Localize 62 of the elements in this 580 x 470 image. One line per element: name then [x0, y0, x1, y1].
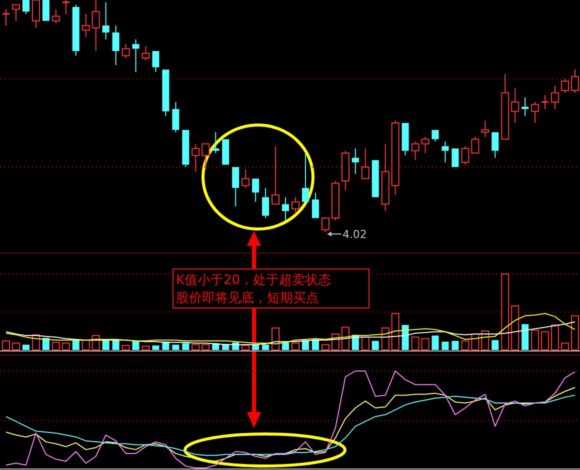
- bar: [421, 338, 430, 350]
- bar: [501, 274, 510, 350]
- bar: [12, 342, 20, 350]
- bar: [172, 344, 180, 350]
- candlestick: [92, 0, 100, 52]
- bar: [511, 305, 520, 350]
- bar: [571, 315, 579, 350]
- bar: [541, 331, 550, 350]
- bar: [72, 340, 80, 350]
- bar: [522, 324, 529, 350]
- bar: [551, 324, 560, 350]
- bar: [52, 342, 60, 350]
- bar: [372, 340, 379, 350]
- candlestick: [82, 13, 90, 38]
- candlestick: [522, 96, 529, 116]
- bar: [112, 340, 120, 350]
- candlestick: [102, 2, 110, 40]
- bar: [492, 340, 499, 350]
- bar: [262, 344, 270, 350]
- bar: [62, 342, 70, 350]
- bar: [152, 345, 160, 350]
- candlestick: [132, 38, 140, 72]
- bar: [272, 327, 280, 350]
- bar: [182, 343, 190, 350]
- bar: [122, 344, 130, 350]
- candlestick: [72, 4, 80, 56]
- candlestick: [551, 85, 560, 110]
- bar: [242, 344, 250, 350]
- bar: [202, 344, 210, 350]
- bar: [411, 336, 420, 350]
- annotation: 4.02: [342, 228, 367, 241]
- bar: [252, 344, 260, 350]
- candlestick: [282, 196, 290, 221]
- bar: [531, 330, 540, 350]
- bar: [461, 340, 470, 350]
- bar: [142, 346, 150, 350]
- bar: [442, 342, 449, 350]
- bar: [432, 336, 439, 350]
- bar: [102, 340, 110, 350]
- candlestick: [481, 120, 490, 138]
- candlestick: [112, 25, 120, 66]
- bar: [402, 324, 409, 350]
- bar: [282, 342, 290, 350]
- bar: [192, 344, 200, 350]
- bar: [132, 340, 140, 350]
- bar: [452, 340, 459, 350]
- bar: [2, 340, 10, 350]
- bar: [302, 340, 309, 350]
- bar: [291, 342, 300, 350]
- bar: [341, 326, 350, 350]
- annotation: K值小于20，处于超卖状态股价即将见底，短期买点: [176, 273, 332, 306]
- candlestick: [381, 143, 390, 212]
- candlestick: [352, 148, 359, 174]
- bar: [321, 344, 330, 350]
- candlestick: [442, 141, 449, 163]
- candlestick: [511, 88, 520, 124]
- bar: [82, 340, 90, 350]
- bar: [391, 313, 400, 350]
- bar: [22, 344, 30, 350]
- bar: [42, 338, 50, 350]
- bar: [561, 342, 570, 350]
- bar: [361, 336, 370, 350]
